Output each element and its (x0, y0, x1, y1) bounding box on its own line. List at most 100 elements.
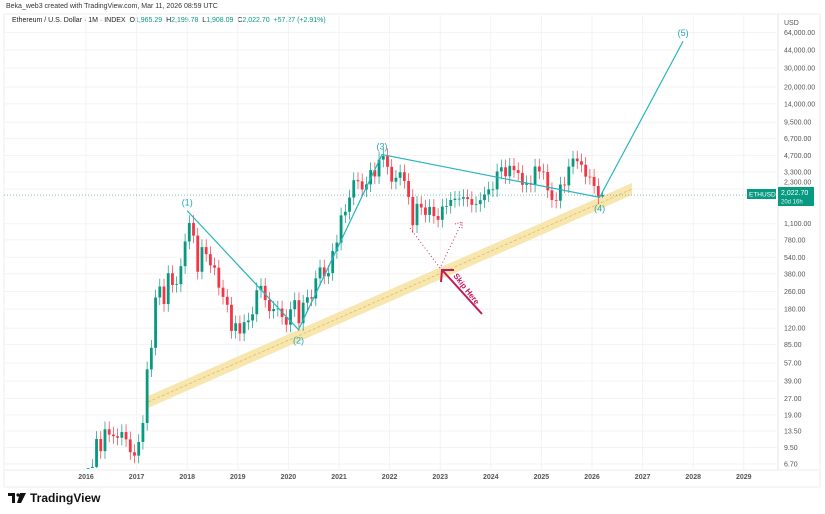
candle-body (533, 166, 537, 185)
candle-body (491, 189, 495, 191)
candle-body (112, 434, 115, 437)
candle-body (95, 438, 98, 467)
candle-body (310, 297, 313, 299)
price-tick: 14,000.00 (784, 101, 815, 108)
wave-label: (3) (377, 142, 388, 152)
candle-body (221, 287, 225, 297)
candle-body (120, 432, 124, 438)
candle-body (276, 308, 280, 310)
close-value: 2,022.70 (242, 17, 270, 24)
candle-body (149, 347, 153, 370)
price-tick: 120.00 (784, 326, 806, 333)
time-tick: 2029 (736, 474, 752, 481)
candle-body (183, 241, 187, 267)
last-price: 2,022.70 (781, 190, 808, 197)
candle-body (516, 170, 520, 173)
candle-body (381, 156, 385, 160)
candle-body (386, 156, 389, 167)
candle-body (563, 184, 566, 186)
time-tick: 2027 (635, 474, 651, 481)
tradingview-logo-icon (8, 493, 26, 503)
candle-body (402, 172, 406, 181)
candle-body (200, 247, 204, 272)
candle-body (390, 166, 394, 182)
candle-body (213, 265, 217, 268)
candle-body (584, 164, 588, 177)
time-tick: 2024 (483, 474, 499, 481)
wave-labels: (1) (2) (3) (4) (5) (182, 28, 689, 345)
tradingview-logo[interactable]: TradingView (8, 491, 100, 505)
price-tick: 4,700.00 (784, 153, 811, 160)
candle-body (259, 285, 263, 291)
symbol-legend: Ethereum / U.S. Dollar · 1M · INDEX O1,9… (12, 17, 326, 24)
time-tick: 2025 (534, 474, 550, 481)
candle-body (432, 206, 436, 217)
price-tag-bg (778, 187, 814, 206)
wave-label: (4) (594, 203, 605, 213)
candle-body (419, 203, 423, 208)
candle-body (436, 216, 440, 220)
candle-body (461, 197, 465, 199)
candle-body (141, 423, 145, 442)
candle-body (192, 222, 195, 236)
wave-label: (1) (182, 198, 193, 208)
price-tick: 30,000.00 (784, 66, 815, 73)
time-tick: 2020 (281, 474, 297, 481)
candle-body (567, 166, 571, 186)
credit-line: Beka_web3 created with TradingView.com, … (6, 3, 218, 10)
candle-body (339, 215, 343, 243)
candle-body (407, 180, 410, 197)
candle-body (86, 468, 90, 469)
time-axis[interactable]: 2016 2017 2018 2019 2020 2021 2022 2023 2024 2025… (78, 474, 751, 481)
candle-body (521, 172, 524, 185)
candle-body (483, 194, 486, 201)
candle-body (246, 320, 250, 323)
candle-body (542, 171, 545, 173)
price-axis[interactable]: 64,000.00 44,000.00 30,000.00 20,000.00 14,0… (784, 30, 815, 469)
support-midline (147, 188, 633, 403)
candle-body (449, 199, 453, 206)
time-tick: 2021 (331, 474, 347, 481)
support-channel (147, 183, 633, 408)
candle-body (187, 222, 191, 242)
price-tick: 180.00 (784, 307, 806, 314)
candle-body (377, 159, 381, 177)
candle-body (343, 211, 347, 216)
price-tick: 6.70 (784, 462, 798, 469)
candle-body (571, 158, 575, 167)
candle-body (495, 171, 499, 190)
candle-body (116, 436, 120, 438)
time-tick: 2026 (584, 474, 600, 481)
low-label: L (202, 17, 207, 24)
candle-body (352, 180, 356, 198)
last-price-tag: ETHUSD 2,022.70 20d 16h (747, 187, 814, 206)
elliott-wave-line (186, 40, 684, 331)
skip-here-label: Skip Here (451, 272, 481, 307)
candle-body (415, 203, 419, 226)
symbol-description: Ethereum / U.S. Dollar · 1M · INDEX (12, 17, 126, 24)
currency-label: USD (784, 20, 799, 27)
candle-body (171, 273, 174, 285)
wave-label: (5) (678, 28, 689, 38)
price-tick: 20,000.00 (784, 85, 815, 92)
candle-body (225, 296, 229, 305)
symbol-tag-bg (747, 189, 776, 199)
candle-body (546, 172, 550, 191)
candle-body (322, 267, 326, 277)
candle-body (204, 247, 208, 255)
time-tick: 2018 (179, 474, 195, 481)
price-tick: 2,300.00 (784, 180, 811, 187)
candle-body (90, 466, 94, 468)
support-band (148, 183, 632, 408)
skipped-path-dotted (409, 221, 463, 269)
time-tick: 2017 (129, 474, 145, 481)
candle-body (327, 273, 330, 277)
price-tick: 1,100.00 (784, 221, 811, 228)
high-value: 2,199.78 (171, 17, 199, 24)
candle-body (335, 242, 339, 252)
candle-body (137, 441, 141, 456)
candle-body (255, 290, 259, 315)
price-tick: 57.00 (784, 361, 802, 368)
candle-body (525, 183, 529, 185)
